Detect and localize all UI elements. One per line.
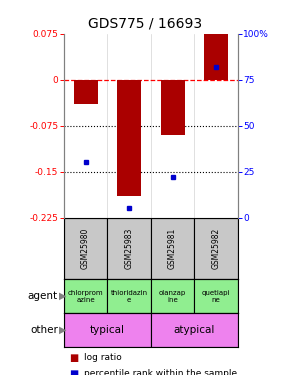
Text: ■: ■	[70, 369, 79, 375]
Text: GDS775 / 16693: GDS775 / 16693	[88, 17, 202, 31]
Bar	[107, 217, 151, 279]
Bar	[194, 279, 238, 313]
Text: olanzap
ine: olanzap ine	[159, 290, 186, 303]
Bar	[74, 80, 97, 104]
Text: ■: ■	[70, 352, 79, 363]
Text: atypical: atypical	[174, 325, 215, 335]
Text: percentile rank within the sample: percentile rank within the sample	[84, 369, 237, 375]
Text: GSM25982: GSM25982	[211, 228, 221, 269]
Bar	[64, 217, 107, 279]
Text: GSM25981: GSM25981	[168, 228, 177, 269]
Text: thioridazin
e: thioridazin e	[110, 290, 148, 303]
Bar	[64, 279, 107, 313]
Bar	[151, 279, 194, 313]
Text: other: other	[30, 325, 58, 335]
Bar	[194, 217, 238, 279]
Text: ▶: ▶	[59, 291, 66, 301]
Bar	[107, 279, 151, 313]
Text: log ratio: log ratio	[84, 352, 122, 362]
Bar	[117, 80, 141, 196]
Text: chlorprom
azine: chlorprom azine	[68, 290, 103, 303]
Text: ▶: ▶	[59, 325, 66, 335]
Text: quetiapi
ne: quetiapi ne	[202, 290, 230, 303]
Text: GSM25980: GSM25980	[81, 228, 90, 269]
Text: GSM25983: GSM25983	[124, 228, 134, 269]
Bar	[151, 217, 194, 279]
Bar	[161, 80, 184, 135]
Bar	[64, 313, 151, 347]
Bar	[151, 313, 238, 347]
Bar	[204, 34, 228, 80]
Text: typical: typical	[90, 325, 125, 335]
Text: agent: agent	[28, 291, 58, 301]
